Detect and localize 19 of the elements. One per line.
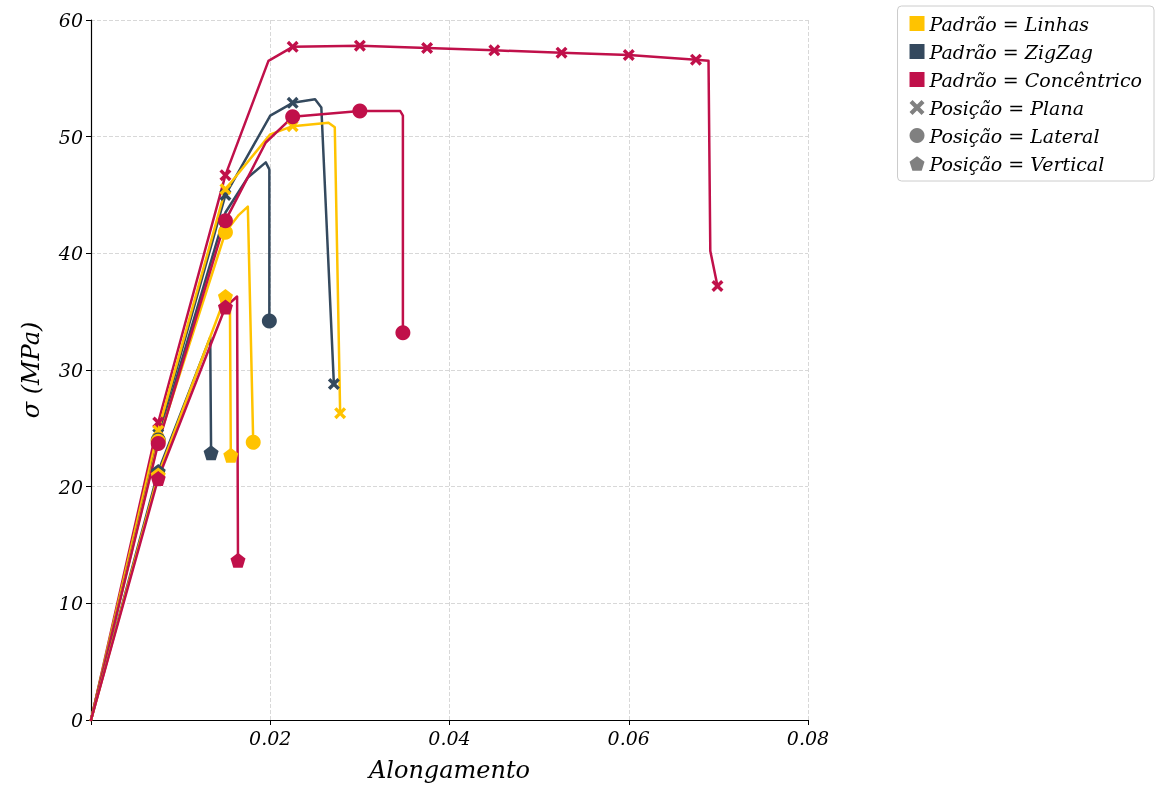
- legend-label: Padrão = ZigZag: [928, 40, 1093, 63]
- y-tick-label: 50: [58, 125, 83, 148]
- legend-label: Posição = Lateral: [928, 124, 1100, 147]
- y-tick-label: 20: [57, 475, 83, 498]
- y-tick-label: 40: [57, 242, 83, 265]
- legend-label: Padrão = Linhas: [928, 12, 1090, 35]
- x-tick-label: 0.02: [249, 726, 292, 749]
- x-axis-title: Alongamento: [366, 756, 531, 784]
- x-tick-label: 0.08: [786, 726, 830, 749]
- legend-label: Posição = Plana: [928, 96, 1084, 119]
- legend-label: Padrão = Concêntrico: [928, 68, 1143, 91]
- x-tick-label: 0.04: [428, 726, 471, 749]
- y-tick-label: 60: [58, 9, 83, 31]
- y-tick-label: 0: [70, 709, 83, 731]
- legend-label: Posição = Vertical: [928, 152, 1105, 175]
- y-axis-title: σ (MPa): [17, 321, 45, 419]
- y-tick-label: 10: [58, 592, 83, 615]
- x-tick-label: 0.06: [607, 726, 650, 749]
- y-tick-label: 30: [58, 359, 83, 381]
